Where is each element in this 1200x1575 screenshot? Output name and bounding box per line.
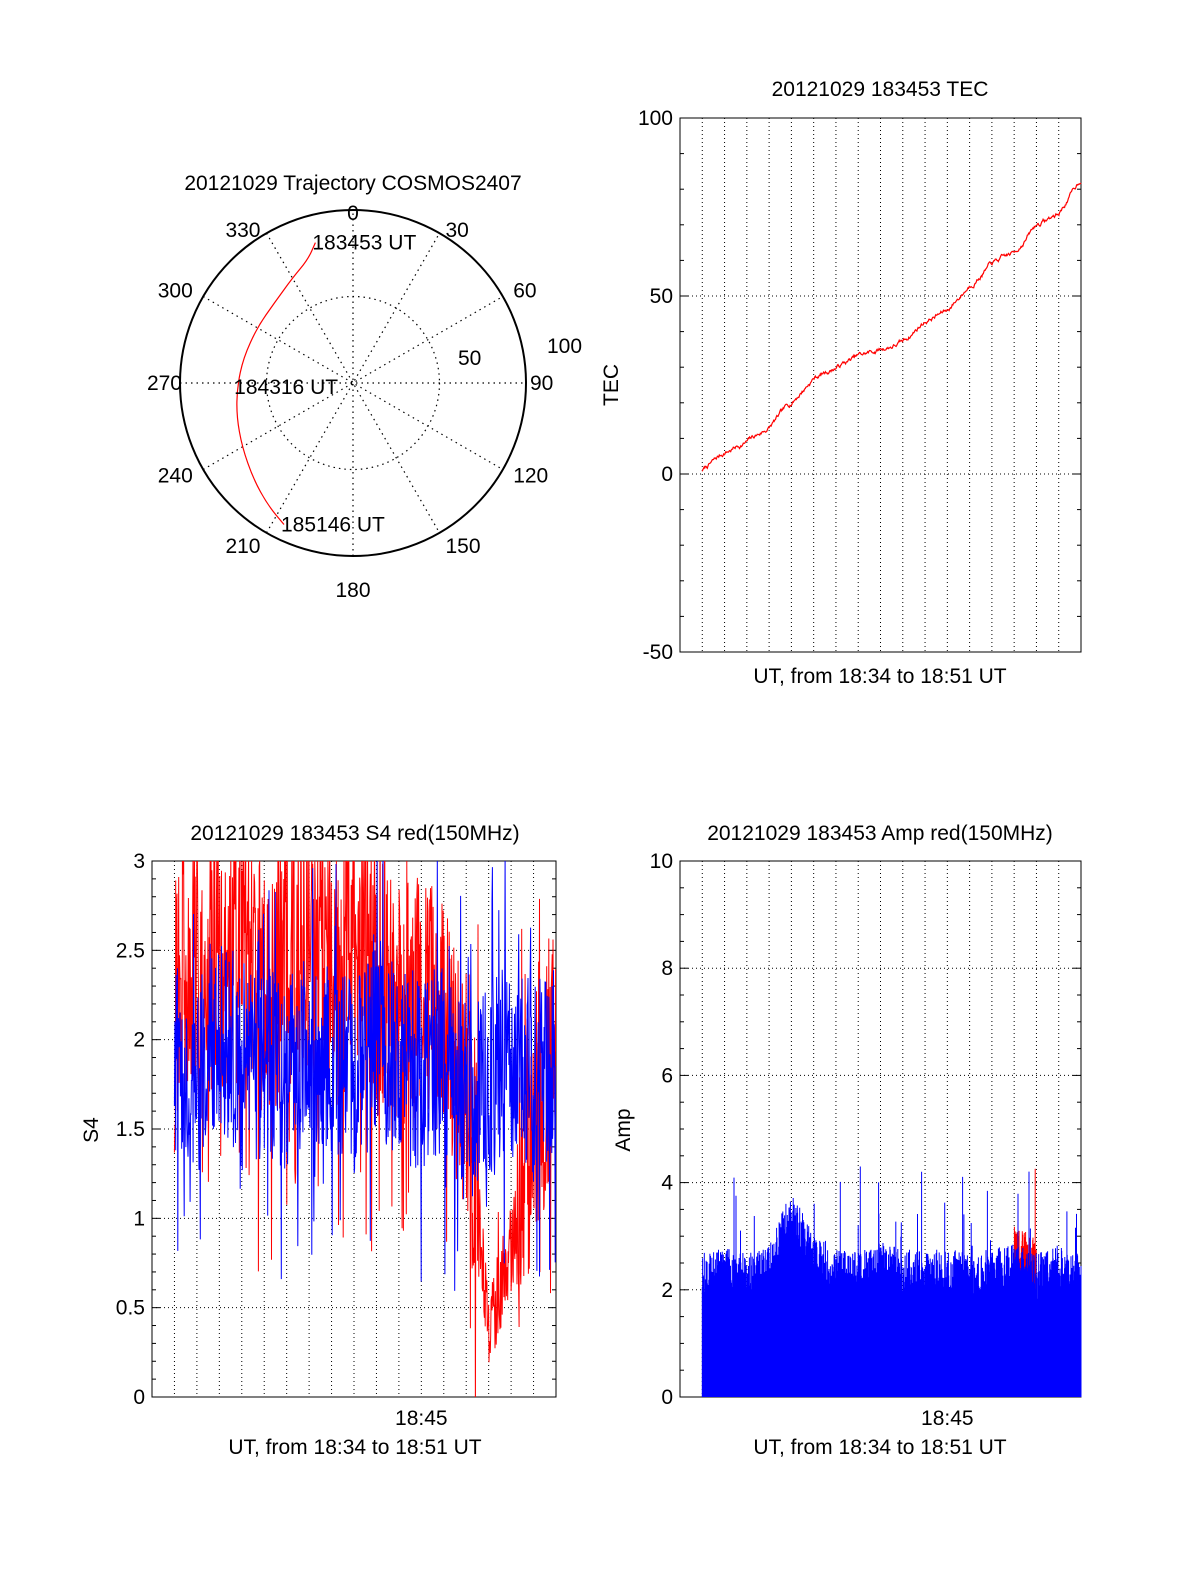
tec-ytick-label: 0: [661, 463, 673, 486]
polar-radius-label: 50: [458, 347, 481, 370]
amp-xtick-label: 18:45: [921, 1407, 974, 1430]
amp-ytick-label: 2: [661, 1279, 673, 1302]
amp-xlabel: UT, from 18:34 to 18:51 UT: [753, 1436, 1006, 1459]
polar-outer-ring: [179, 209, 527, 557]
polar-radius-label: 100: [547, 335, 582, 358]
tec-ylabel: TEC: [600, 364, 623, 406]
s4-series-blue: [173, 861, 556, 1291]
tec-panel: 20121029 183453 TEC -50 0 50 100 UT, from 1…: [600, 78, 1082, 688]
amp-ytick-label: 0: [661, 1386, 673, 1409]
s4-ylabel: S4: [80, 1117, 103, 1143]
polar-trajectory-annotation: 183453 UT: [312, 232, 416, 255]
s4-ytick-label: 3: [133, 850, 145, 873]
polar-trajectory-annotation: 185146 UT: [281, 513, 385, 536]
s4-ytick-label: 1: [133, 1207, 145, 1230]
polar-trajectory-panel: 20121029 Trajectory COSMOS2407 0 30 60 90 12…: [147, 172, 582, 602]
polar-azimuth-label: 210: [225, 535, 260, 558]
s4-ytick-label: 0: [133, 1386, 145, 1409]
s4-title: 20121029 183453 S4 red(150MHz): [190, 822, 519, 845]
polar-azimuth-label: 270: [147, 372, 182, 395]
polar-azimuth-label: 60: [513, 280, 536, 303]
s4-xtick-label: 18:45: [395, 1407, 448, 1430]
s4-ytick-label: 2: [133, 1029, 145, 1052]
polar-azimuth-label: 90: [530, 372, 553, 395]
amp-ytick-label: 10: [650, 850, 673, 873]
s4-series-layer: [173, 861, 556, 1397]
s4-ytick-label: 0.5: [116, 1297, 145, 1320]
polar-azimuth-label: 180: [335, 579, 370, 602]
polar-trajectory-annotation: 184316 UT: [234, 376, 338, 399]
polar-azimuth-label: 0: [347, 202, 359, 225]
polar-azimuth-label: 30: [446, 219, 469, 242]
s4-xlabel: UT, from 18:34 to 18:51 UT: [228, 1436, 481, 1459]
tec-ytick-label: -50: [643, 641, 673, 664]
amp-ytick-label: 8: [661, 957, 673, 980]
polar-azimuth-label: 300: [158, 280, 193, 303]
polar-azimuth-label: 120: [513, 465, 548, 488]
tec-title: 20121029 183453 TEC: [772, 78, 989, 101]
tec-ytick-label: 100: [638, 107, 673, 130]
s4-panel: 20121029 183453 S4 red(150MHz) 0 0.5 1 1.5 2…: [80, 822, 557, 1459]
s4-ytick-label: 2.5: [116, 939, 145, 962]
tec-xlabel: UT, from 18:34 to 18:51 UT: [753, 665, 1006, 688]
s4-series-red: [173, 861, 556, 1397]
amp-ylabel: Amp: [612, 1108, 635, 1151]
tec-ytick-label: 50: [650, 285, 673, 308]
tec-series-line: [701, 182, 1082, 472]
amp-ytick-label: 6: [661, 1064, 673, 1087]
polar-title: 20121029 Trajectory COSMOS2407: [184, 172, 521, 195]
polar-azimuth-label: 150: [446, 535, 481, 558]
polar-azimuth-label: 330: [225, 219, 260, 242]
amp-title: 20121029 183453 Amp red(150MHz): [707, 822, 1053, 845]
amp-panel: 20121029 183453 Amp red(150MHz) 0 2 4 6 8 10 1…: [612, 822, 1082, 1459]
amp-ytick-label: 4: [661, 1172, 673, 1195]
polar-azimuth-label: 240: [158, 465, 193, 488]
polar-trajectory-line: [236, 242, 316, 525]
s4-ytick-label: 1.5: [116, 1118, 145, 1141]
amp-series-blue: [701, 1166, 1082, 1397]
